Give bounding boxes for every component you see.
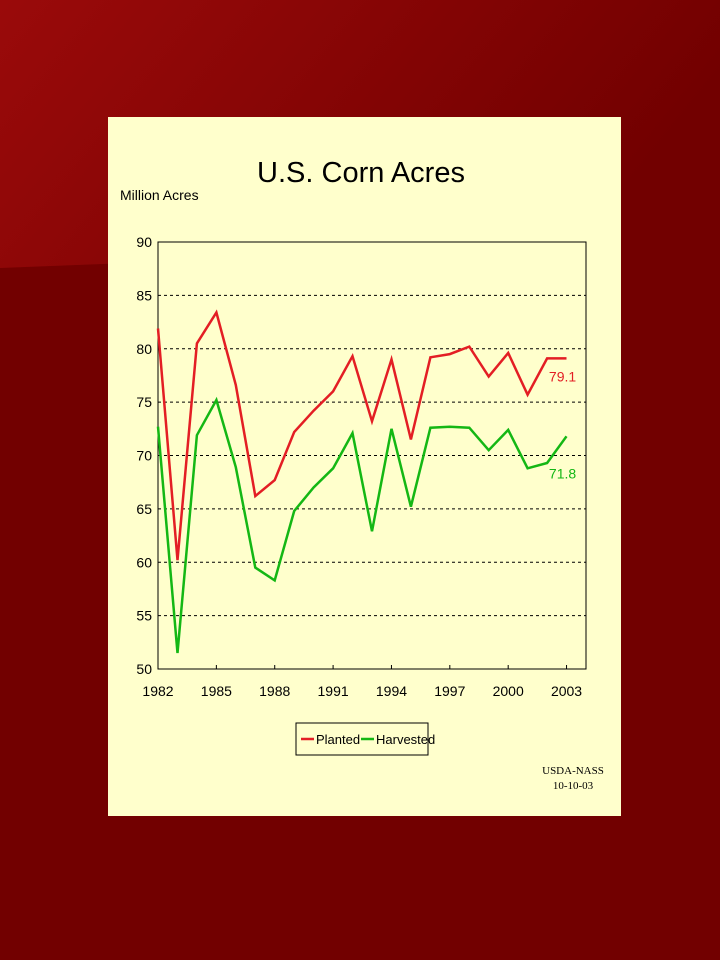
source-note-line-1: USDA-NASS <box>542 765 604 777</box>
grid-lines <box>158 294 586 617</box>
y-axis-label: Million Acres <box>120 187 199 203</box>
x-tick-label: 2000 <box>493 683 524 699</box>
y-tick-label: 55 <box>136 608 152 624</box>
series-line-harvested <box>156 396 568 654</box>
x-tick-label: 1988 <box>259 683 290 699</box>
x-tick-label: 1991 <box>318 683 349 699</box>
chart-panel: U.S. Corn Acres Million Acres 50 55 60 65 70… <box>108 117 621 816</box>
end-labels: 79.1 71.8 <box>549 368 576 481</box>
x-tick-label: 1982 <box>142 683 173 699</box>
series-line-planted <box>156 309 567 561</box>
legend-harvested-label: Harvested <box>376 732 435 747</box>
y-tick-label: 90 <box>136 234 152 250</box>
corn-acres-chart: U.S. Corn Acres Million Acres 50 55 60 65 70… <box>120 157 604 792</box>
y-tick-label: 80 <box>136 341 152 357</box>
y-tick-label: 65 <box>136 501 152 517</box>
x-tick-label: 1997 <box>434 683 465 699</box>
series-lines <box>156 309 568 654</box>
legend: Planted Harvested <box>295 722 435 756</box>
legend-planted-label: Planted <box>316 732 360 747</box>
y-tick-labels: 50 55 60 65 70 75 80 85 90 <box>136 234 152 677</box>
y-tick-label: 60 <box>136 554 152 570</box>
y-tick-label: 50 <box>136 661 152 677</box>
x-tick-labels: 1982 1985 1988 1991 1994 1997 2000 2003 <box>142 665 582 699</box>
end-label-planted: 79.1 <box>549 368 576 384</box>
y-tick-label: 75 <box>136 394 152 410</box>
chart-title: U.S. Corn Acres <box>257 157 465 189</box>
x-tick-label: 1985 <box>201 683 232 699</box>
y-tick-label: 70 <box>136 448 152 464</box>
plot-area-frame <box>157 241 587 670</box>
end-label-harvested: 71.8 <box>549 465 576 481</box>
x-tick-label: 2003 <box>551 683 582 699</box>
x-tick-label: 1994 <box>376 683 407 699</box>
y-tick-label: 85 <box>136 287 152 303</box>
source-note-line-2: 10-10-03 <box>553 780 594 792</box>
